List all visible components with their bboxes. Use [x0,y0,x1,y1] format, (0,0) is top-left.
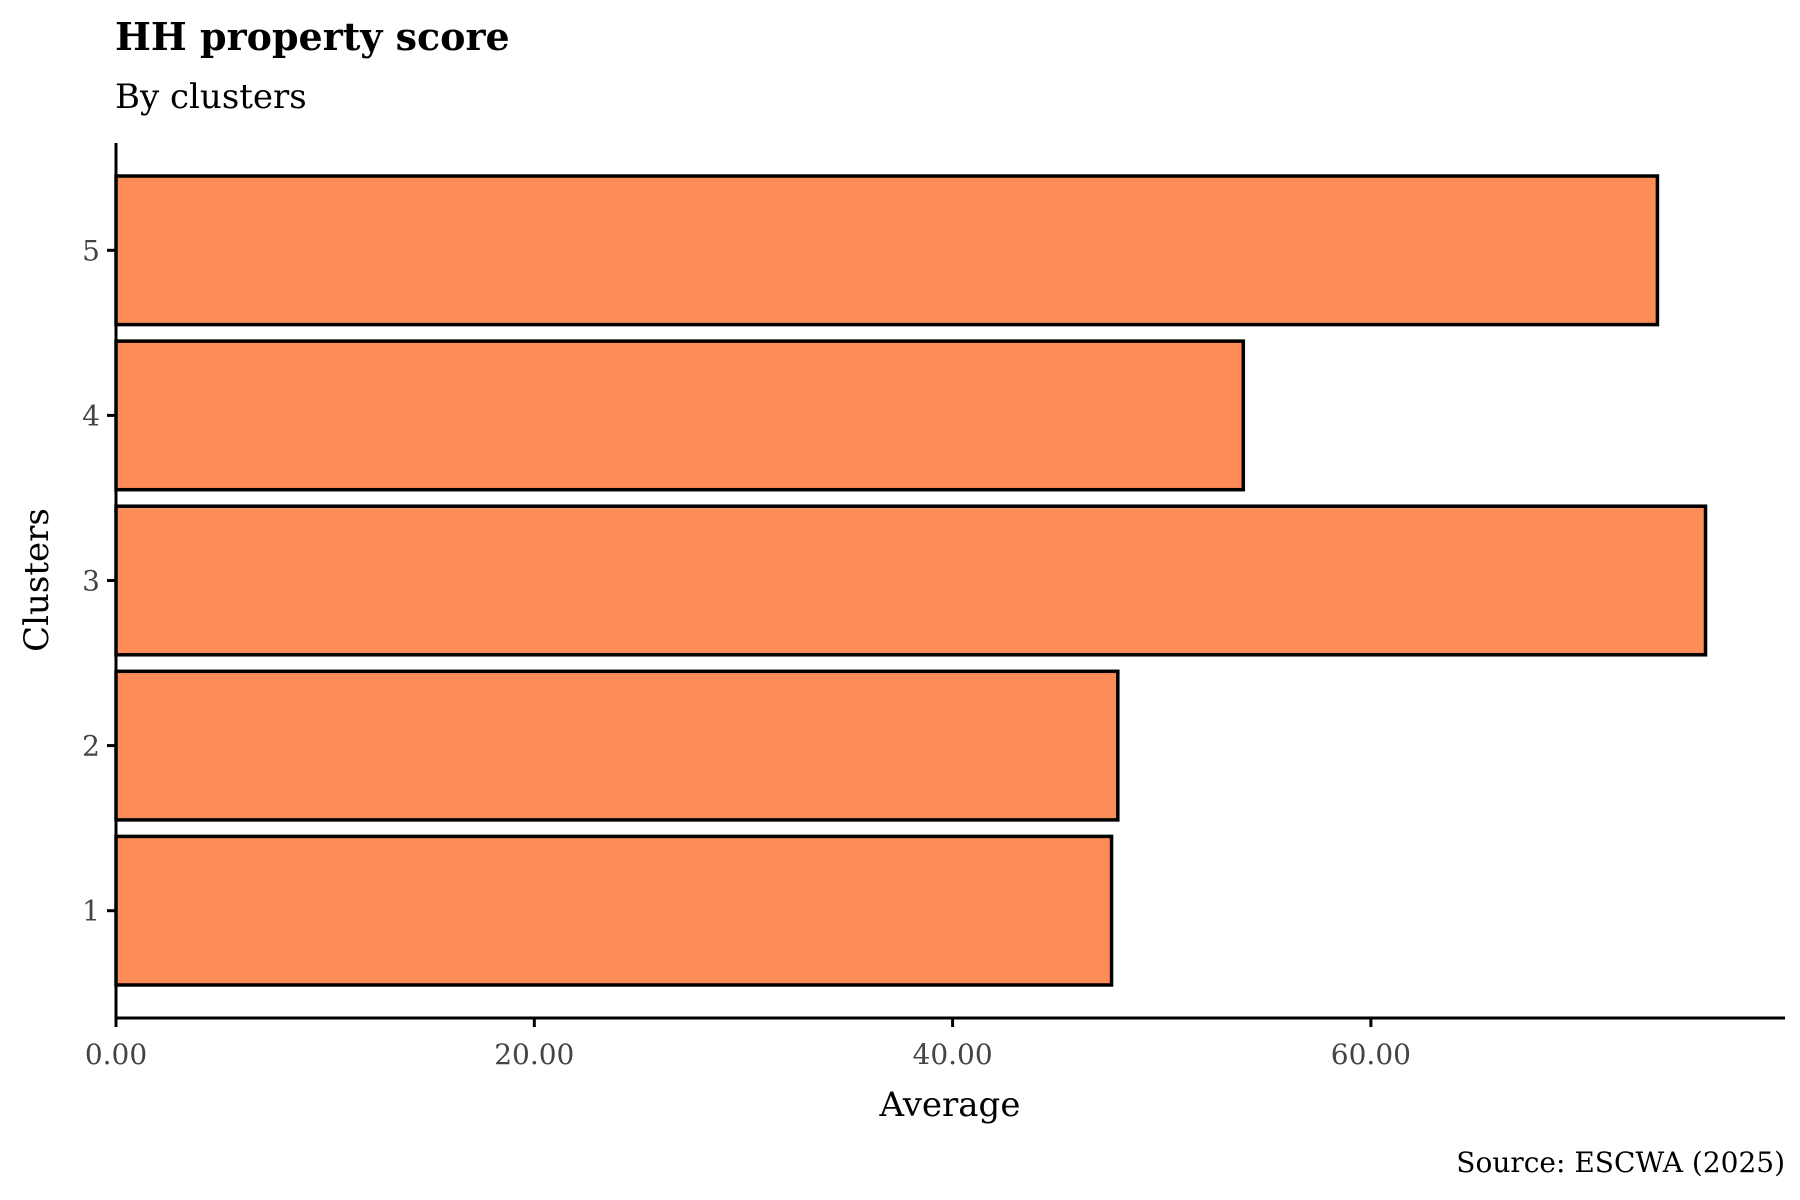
x-ticks-group: 0.00 20.00 40.00 60.00 [85,1018,1411,1071]
y-tick-label: 3 [82,565,100,598]
y-tick-label: 5 [82,234,100,267]
y-tick-label: 4 [82,399,100,432]
y-tick-label: 2 [82,730,100,763]
x-tick-label: 60.00 [1331,1038,1411,1071]
bar-cluster-3 [114,504,1708,657]
x-tick-label: 20.00 [494,1038,574,1071]
bar-cluster-2 [114,669,1120,822]
chart-subtitle: By clusters [115,77,307,117]
x-axis-title: Average [879,1085,1021,1125]
bar-cluster-1 [114,834,1114,987]
y-tick-label: 1 [82,895,100,928]
y-axis-title: Clusters [17,508,57,652]
source-caption: Source: ESCWA (2025) [1456,1146,1785,1179]
chart-title: HH property score [115,14,510,59]
bars-group [114,174,1708,987]
bar-cluster-4 [114,339,1246,492]
x-tick-label: 0.00 [85,1038,147,1071]
y-ticks-group: 1 2 3 4 5 [82,234,116,928]
bar-cluster-5 [114,174,1660,327]
x-tick-label: 40.00 [913,1038,993,1071]
